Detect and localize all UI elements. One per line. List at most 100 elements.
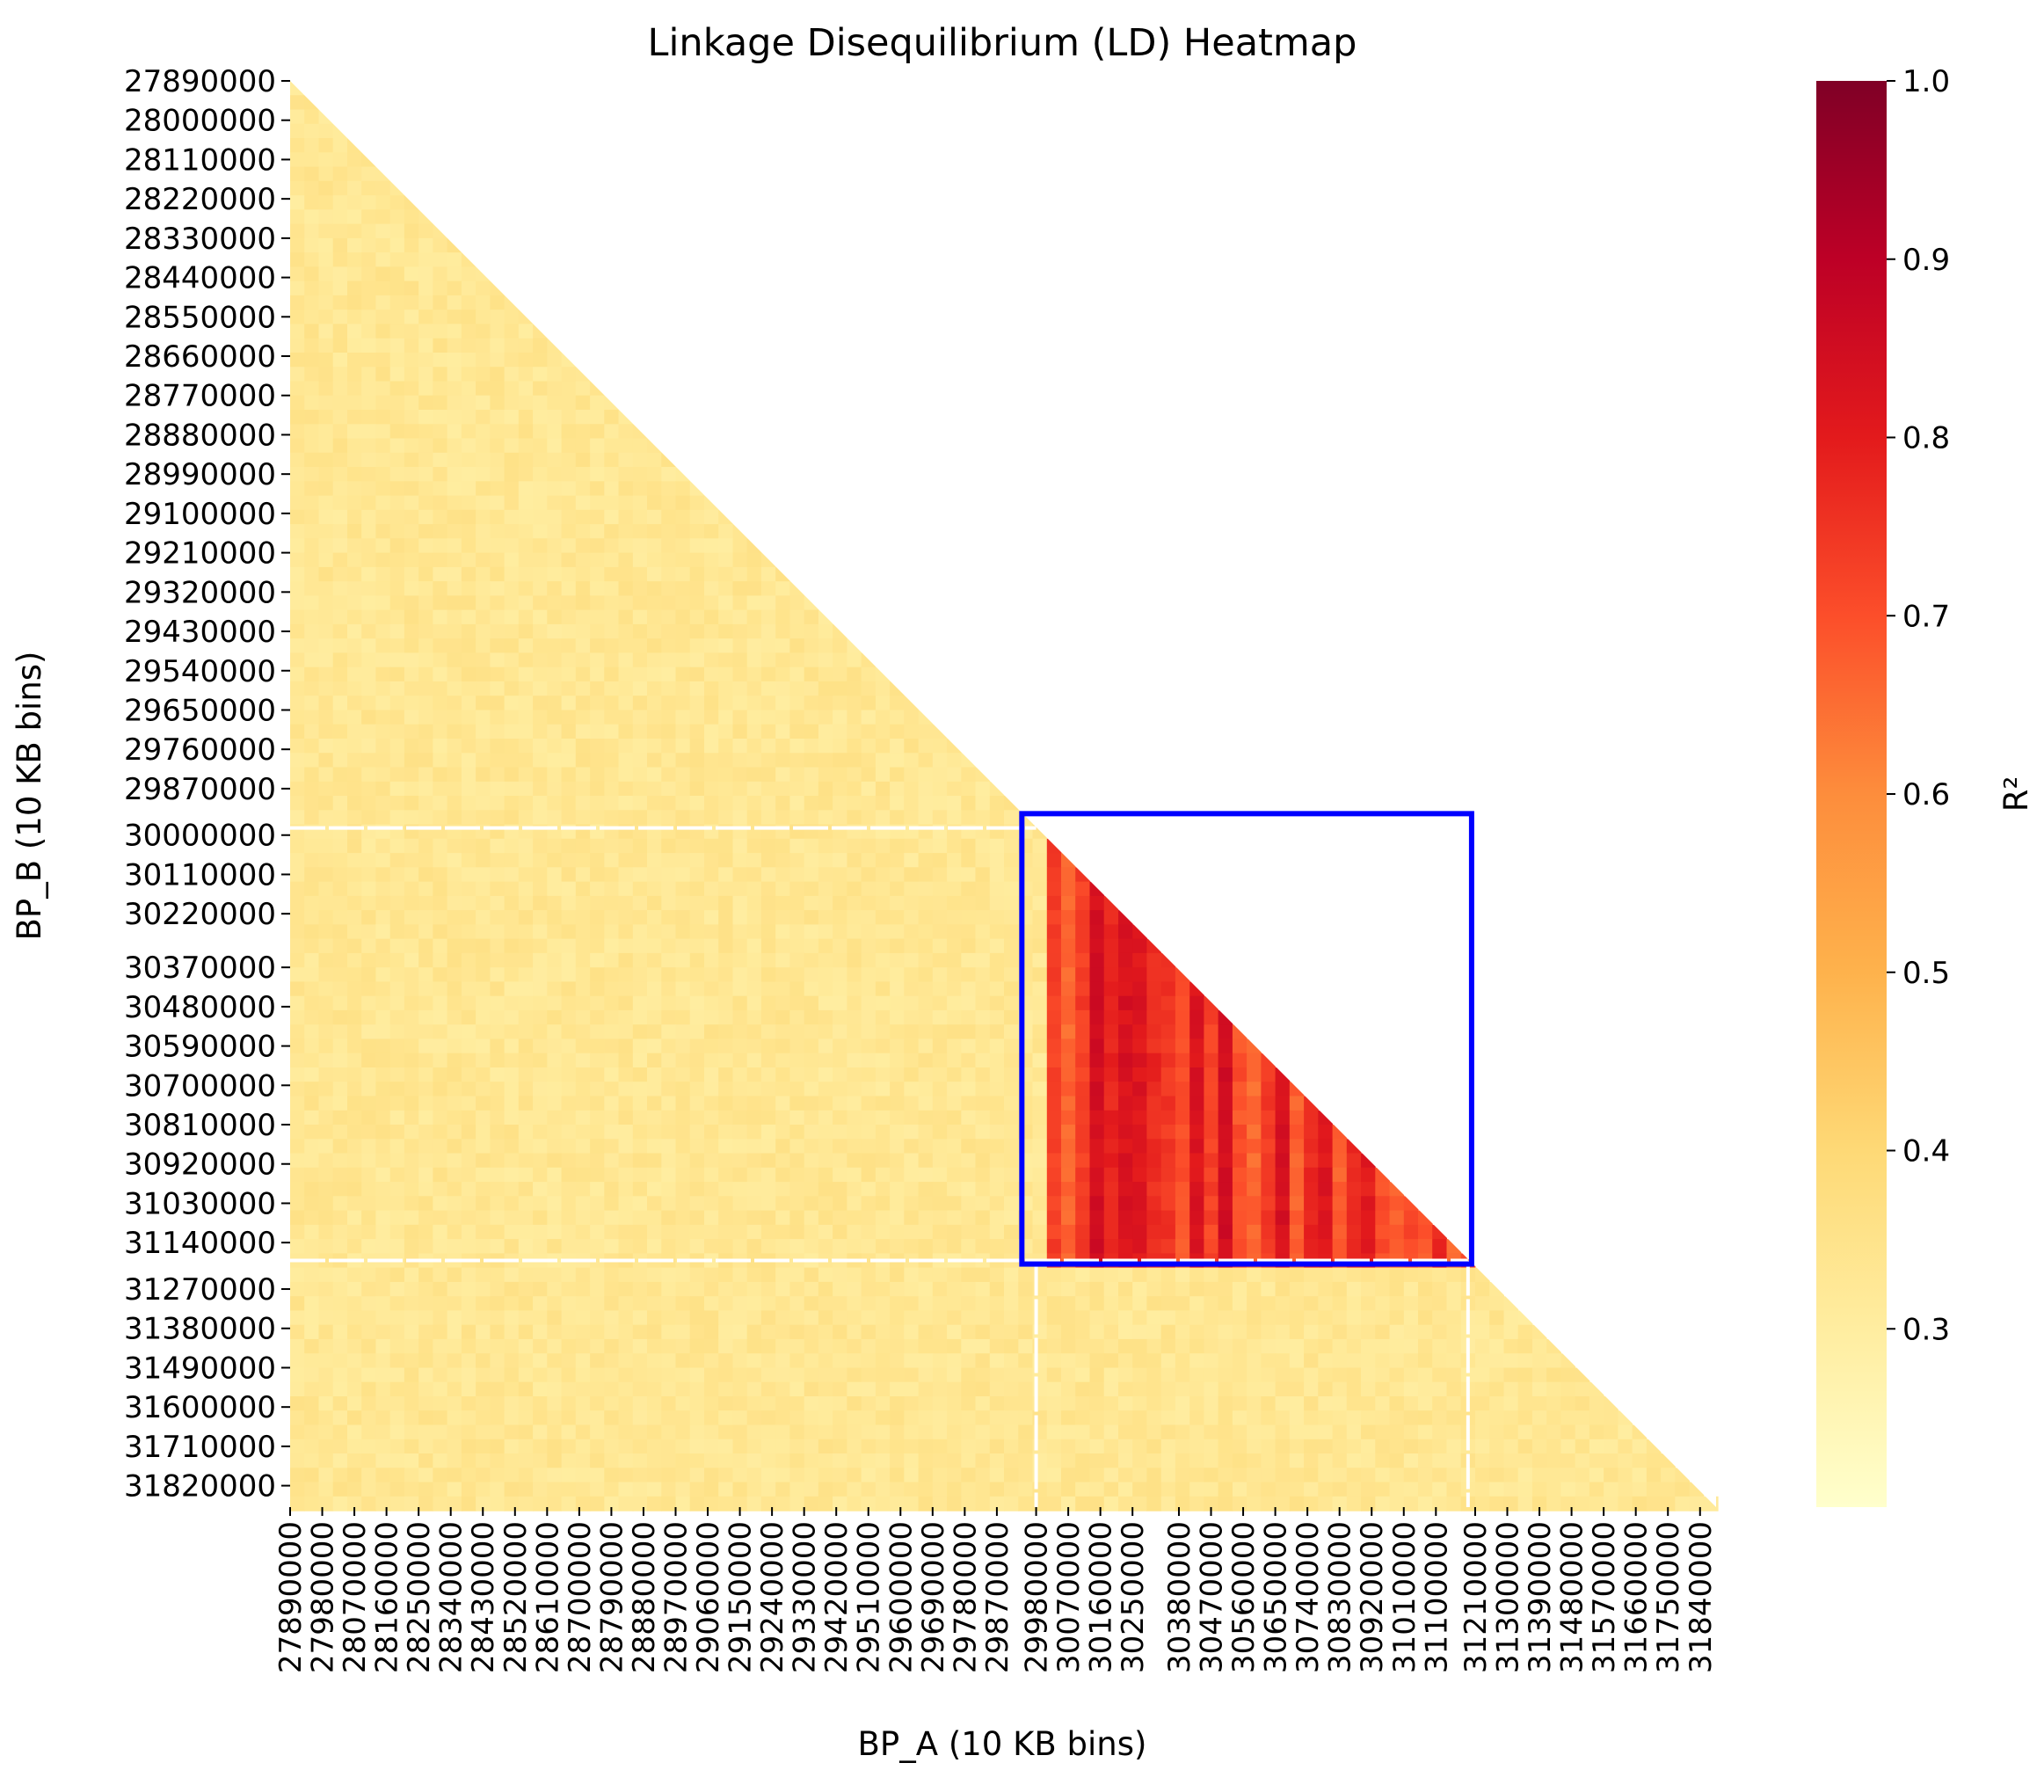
heatmap-cell [404, 895, 419, 911]
heatmap-cell [718, 1338, 733, 1354]
heatmap-cell [461, 295, 476, 310]
heatmap-cell [347, 981, 362, 997]
heatmap-cell [704, 1310, 719, 1326]
heatmap-cell [732, 1082, 748, 1097]
heatmap-cell [561, 652, 577, 668]
heatmap-cell [1432, 1410, 1447, 1426]
heatmap-cell [561, 796, 577, 811]
heatmap-cell [918, 1082, 934, 1097]
heatmap-cell [1061, 1410, 1076, 1426]
heatmap-cell [447, 810, 462, 826]
heatmap-cell [618, 538, 634, 554]
heatmap-cell [1432, 1468, 1447, 1483]
heatmap-cell [861, 753, 877, 769]
heatmap-cell [1046, 1024, 1062, 1040]
heatmap-cell [1132, 1196, 1147, 1212]
heatmap-cell [332, 1239, 348, 1254]
heatmap-cell [1061, 995, 1076, 1011]
heatmap-cell [1132, 1324, 1147, 1340]
heatmap-cell [418, 538, 433, 554]
heatmap-cell [590, 1125, 605, 1140]
heatmap-cell [604, 696, 620, 711]
heatmap-cell [375, 524, 391, 539]
heatmap-cell [290, 724, 305, 739]
heatmap-cell [304, 381, 319, 397]
heatmap-cell [1403, 1468, 1419, 1483]
heatmap-cell [789, 895, 805, 911]
heatmap-cell [675, 1396, 691, 1411]
heatmap-cell [661, 724, 677, 739]
heatmap-cell [476, 1367, 491, 1383]
heatmap-cell [1146, 1396, 1162, 1411]
heatmap-cell [575, 867, 591, 883]
heatmap-cell [389, 538, 405, 554]
heatmap-cell [847, 1009, 862, 1025]
heatmap-cell [961, 1210, 977, 1226]
heatmap-cell [861, 838, 877, 854]
heatmap-cell [461, 1496, 476, 1512]
heatmap-cell [961, 781, 977, 797]
heatmap-cell [375, 867, 391, 883]
heatmap-cell [504, 1239, 520, 1254]
heatmap-cell [590, 1067, 605, 1082]
heatmap-cell [518, 324, 534, 339]
heatmap-cell [304, 524, 319, 539]
heatmap-cell [1489, 1439, 1504, 1454]
heatmap-cell [918, 1224, 934, 1240]
heatmap-cell [1046, 1153, 1062, 1169]
heatmap-cell [476, 724, 491, 739]
heatmap-cell [547, 1381, 563, 1397]
heatmap-cell [918, 1453, 934, 1468]
heatmap-cell [1004, 1396, 1019, 1411]
heatmap-cell [347, 1210, 362, 1226]
heatmap-cell [775, 623, 790, 639]
heatmap-cell [704, 1353, 719, 1369]
heatmap-cell [561, 1324, 577, 1340]
heatmap-cell [290, 1139, 305, 1155]
heatmap-cell [632, 796, 648, 811]
heatmap-cell [1189, 1353, 1204, 1369]
heatmap-cell [1118, 1482, 1133, 1497]
heatmap-cell [1089, 1024, 1105, 1040]
heatmap-cell [1061, 1038, 1076, 1054]
heatmap-cell [404, 753, 419, 769]
heatmap-cell [1289, 1468, 1305, 1483]
heatmap-cell [375, 338, 391, 353]
heatmap-cell [1046, 895, 1062, 911]
heatmap-cell [332, 138, 348, 153]
heatmap-cell [1475, 1281, 1490, 1297]
heatmap-cell [932, 1182, 948, 1197]
heatmap-cell [1146, 1310, 1162, 1326]
heatmap-cell [418, 524, 433, 539]
heatmap-cell [447, 1239, 462, 1254]
heatmap-cell [1318, 1182, 1334, 1197]
heatmap-cell [347, 1067, 362, 1082]
heatmap-cell [1204, 1396, 1219, 1411]
heatmap-cell [746, 1067, 762, 1082]
heatmap-cell [347, 1182, 362, 1197]
heatmap-cell [661, 838, 677, 854]
heatmap-cell [590, 924, 605, 940]
heatmap-cell [1061, 1082, 1076, 1097]
heatmap-cell [1075, 1024, 1090, 1040]
heatmap-cell [433, 495, 448, 511]
heatmap-cell [318, 467, 334, 482]
heatmap-cell [661, 1110, 677, 1125]
heatmap-cell [1046, 1468, 1062, 1483]
heatmap-cell [618, 895, 634, 911]
heatmap-cell [504, 767, 520, 783]
heatmap-cell [947, 838, 962, 854]
heatmap-cell [833, 767, 847, 783]
heatmap-cell [861, 910, 877, 925]
heatmap-cell [389, 552, 405, 568]
heatmap-cell [632, 1338, 648, 1354]
heatmap-cell [347, 1139, 362, 1155]
heatmap-cell [632, 1224, 648, 1240]
heatmap-cell [304, 910, 319, 925]
heatmap-cell [904, 910, 920, 925]
heatmap-cell [1175, 1396, 1190, 1411]
heatmap-cell [490, 1182, 506, 1197]
heatmap-cell [1218, 1024, 1233, 1040]
heatmap-cell [1132, 1338, 1147, 1354]
heatmap-cell [490, 1453, 506, 1468]
